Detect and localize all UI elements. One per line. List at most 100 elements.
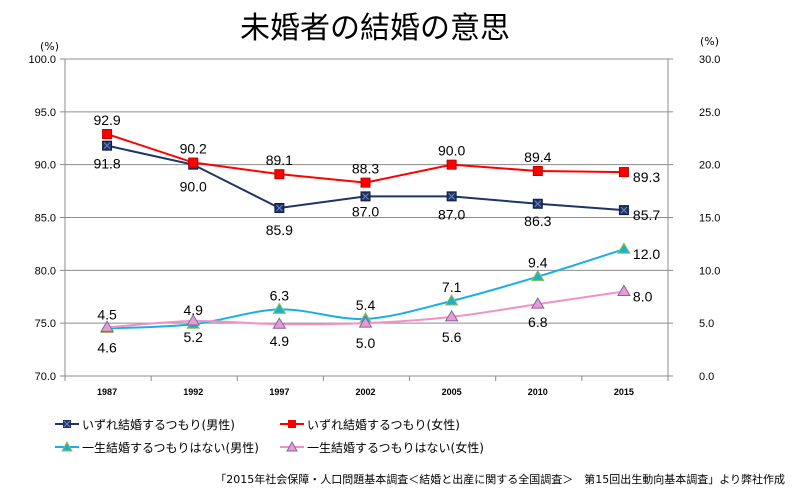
source-note: 「2015年社会保障・人口問題基本調査＜結婚と出産に関する全国調査＞ 第15回出… <box>215 472 785 486</box>
right-tick-label: 15.0 <box>699 213 720 225</box>
data-point-marker <box>532 198 543 209</box>
data-label: 5.2 <box>183 329 203 345</box>
data-label: 8.0 <box>633 288 653 304</box>
data-point-marker <box>102 129 113 140</box>
marker-x <box>620 206 628 214</box>
legend-label: 一生結婚するつもりはない(男性) <box>82 441 259 455</box>
data-point-marker <box>444 294 459 306</box>
legend-label: 一生結婚するつもりはない(女性) <box>307 440 484 455</box>
data-label: 5.0 <box>356 335 376 351</box>
data-label: 4.9 <box>270 333 290 349</box>
data-label: 92.9 <box>93 112 120 128</box>
legend-item: いずれ結婚するつもり(女性) <box>280 417 460 432</box>
legend-marker <box>61 440 73 452</box>
data-point-marker <box>617 284 631 296</box>
data-label: 86.3 <box>524 213 551 229</box>
series-group <box>100 129 631 333</box>
left-tick-label: 70.0 <box>35 371 56 383</box>
data-label: 89.4 <box>524 149 551 165</box>
right-tick-label: 0.0 <box>699 371 714 383</box>
right-tick-label: 30.0 <box>699 54 720 66</box>
data-point-marker <box>360 191 371 202</box>
data-label: 90.0 <box>180 179 207 195</box>
data-point-marker <box>532 166 543 177</box>
legend-label: いずれ結婚するつもり(男性) <box>82 418 235 432</box>
data-point-marker <box>274 169 285 180</box>
right-tick-label: 20.0 <box>699 160 720 172</box>
x-tick-label: 1992 <box>183 387 203 397</box>
right-axis-ticks: 0.0 5.0 10.0 15.0 20.0 25.0 30.0 <box>699 54 720 383</box>
data-point-marker <box>102 140 113 151</box>
left-tick-label: 85.0 <box>35 213 56 225</box>
data-point-marker <box>618 167 629 178</box>
left-tick-label: 90.0 <box>35 160 56 172</box>
legend-item: 一生結婚するつもりはない(女性) <box>280 440 484 455</box>
data-label: 4.9 <box>183 302 203 318</box>
data-point-marker <box>188 157 199 168</box>
data-label: 85.9 <box>266 222 293 238</box>
marker-x <box>362 193 369 200</box>
data-label: 6.8 <box>528 314 548 330</box>
left-tick-label: 95.0 <box>35 107 56 119</box>
data-point-marker <box>272 302 287 314</box>
right-tick-label: 5.0 <box>699 318 714 330</box>
left-tick-label: 100.0 <box>28 54 56 66</box>
x-tick-label: 1987 <box>97 387 117 397</box>
data-point-marker <box>360 177 371 188</box>
data-label: 6.3 <box>270 287 290 303</box>
legend-item: 一生結婚するつもりはない(男性) <box>55 440 259 455</box>
right-tick-label: 25.0 <box>699 107 720 119</box>
marker-x <box>448 193 455 200</box>
data-point-marker <box>274 202 285 213</box>
data-point-marker <box>272 317 287 329</box>
data-label: 4.5 <box>97 306 117 322</box>
data-point-marker <box>186 314 201 326</box>
left-axis-ticks: 70.0 75.0 80.0 85.0 90.0 95.0 100.0 <box>28 54 56 383</box>
data-label: 89.3 <box>633 169 660 185</box>
data-label: 89.1 <box>266 152 293 168</box>
right-axis-unit: (%) <box>700 35 719 48</box>
data-label: 85.7 <box>633 207 660 223</box>
data-label: 5.4 <box>356 297 376 313</box>
legend-item: いずれ結婚するつもり(男性) <box>55 418 235 432</box>
legend: いずれ結婚するつもり(男性) いずれ結婚するつもり(女性) 一生結婚するつもりはない… <box>55 417 484 455</box>
data-point-marker <box>100 320 114 332</box>
marker-x <box>103 142 111 150</box>
data-label: 88.3 <box>352 161 379 177</box>
left-axis-unit: (%) <box>40 40 59 53</box>
data-point-marker <box>617 242 631 254</box>
data-point-marker <box>530 297 545 309</box>
data-label: 87.0 <box>352 203 379 219</box>
data-label: 91.8 <box>93 156 120 172</box>
legend-label: いずれ結婚するつもり(女性) <box>307 417 460 432</box>
x-tick-label: 2005 <box>442 387 462 397</box>
data-point-marker <box>358 316 373 328</box>
data-point-marker <box>444 309 459 322</box>
data-label: 12.0 <box>633 246 660 262</box>
data-label: 5.6 <box>442 329 462 345</box>
left-tick-label: 80.0 <box>35 265 56 277</box>
data-label: 9.4 <box>528 255 548 271</box>
x-tick-label: 2015 <box>614 387 634 397</box>
data-point-marker <box>618 205 629 216</box>
data-label: 4.6 <box>97 339 117 355</box>
data-label: 87.0 <box>438 206 465 222</box>
marker-x <box>534 200 542 208</box>
left-tick-label: 75.0 <box>35 318 56 330</box>
legend-marker <box>286 440 298 452</box>
axes <box>64 58 673 381</box>
data-labels: 91.8 90.0 85.9 87.0 87.0 86.3 85.7 92.9 90.2 89.1… <box>93 112 660 355</box>
x-tick-label: 1997 <box>269 387 289 397</box>
data-label: 90.2 <box>180 141 207 157</box>
x-tick-label: 2010 <box>528 387 548 397</box>
data-label: 7.1 <box>442 279 462 295</box>
data-label: 90.0 <box>438 143 465 159</box>
legend-marker-x <box>63 420 71 428</box>
marker-x <box>276 204 283 212</box>
x-axis-ticks: 1987 1992 1997 2002 2005 2010 2015 <box>97 387 634 397</box>
data-point-marker <box>446 159 457 170</box>
chart-title: 未婚者の結婚の意思 <box>240 11 510 46</box>
data-point-marker <box>446 191 457 202</box>
legend-marker <box>288 420 296 428</box>
